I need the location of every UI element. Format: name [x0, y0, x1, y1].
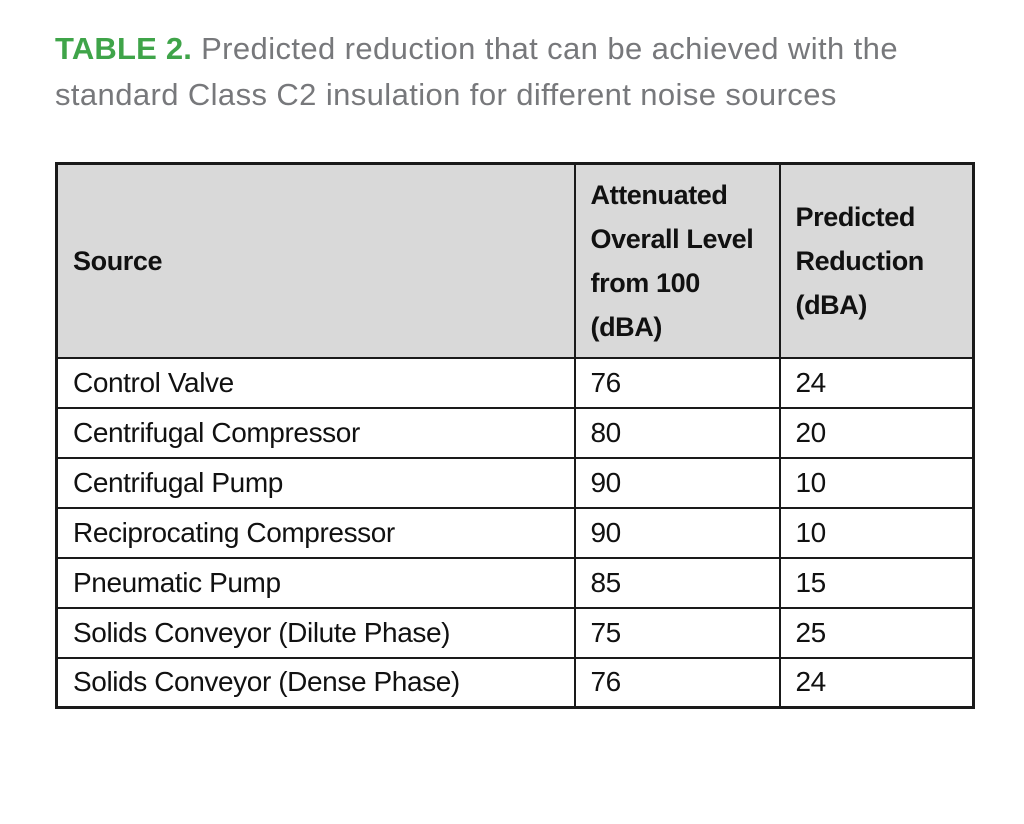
cell-predicted-reduction: 25 [778, 606, 975, 659]
cell-predicted-reduction: 10 [778, 456, 975, 509]
cell-attenuated-level: 85 [573, 556, 781, 609]
table-body: Control Valve 76 24 Centrifugal Compress… [55, 356, 975, 709]
cell-source: Centrifugal Compressor [55, 406, 576, 459]
column-header-attenuated-level: Attenuated Overall Level from 100 (dBA) [573, 162, 781, 359]
cell-attenuated-level: 90 [573, 456, 781, 509]
cell-source: Solids Conveyor (Dilute Phase) [55, 606, 576, 659]
table-caption-text: Predicted reduction that can be achieved… [55, 31, 898, 112]
table-row: Reciprocating Compressor 90 10 [55, 506, 975, 559]
cell-source: Solids Conveyor (Dense Phase) [55, 656, 576, 709]
table-caption-label: TABLE 2. [55, 31, 193, 66]
table-row: Pneumatic Pump 85 15 [55, 556, 975, 609]
table-header-row: Source Attenuated Overall Level from 100… [55, 162, 975, 359]
column-header-source: Source [55, 162, 576, 359]
cell-source: Control Valve [55, 356, 576, 409]
cell-attenuated-level: 76 [573, 656, 781, 709]
cell-attenuated-level: 76 [573, 356, 781, 409]
table-row: Solids Conveyor (Dilute Phase) 75 25 [55, 606, 975, 659]
cell-attenuated-level: 90 [573, 506, 781, 559]
table-row: Control Valve 76 24 [55, 356, 975, 409]
cell-attenuated-level: 75 [573, 606, 781, 659]
cell-source: Centrifugal Pump [55, 456, 576, 509]
cell-predicted-reduction: 15 [778, 556, 975, 609]
cell-attenuated-level: 80 [573, 406, 781, 459]
cell-source: Reciprocating Compressor [55, 506, 576, 559]
table-row: Solids Conveyor (Dense Phase) 76 24 [55, 656, 975, 709]
cell-predicted-reduction: 24 [778, 356, 975, 409]
cell-source: Pneumatic Pump [55, 556, 576, 609]
cell-predicted-reduction: 24 [778, 656, 975, 709]
cell-predicted-reduction: 20 [778, 406, 975, 459]
column-header-predicted-reduction: Predicted Reduction (dBA) [778, 162, 975, 359]
noise-reduction-table: Source Attenuated Overall Level from 100… [55, 162, 975, 709]
table-row: Centrifugal Pump 90 10 [55, 456, 975, 509]
table-caption: TABLE 2. Predicted reduction that can be… [55, 26, 960, 118]
cell-predicted-reduction: 10 [778, 506, 975, 559]
table-row: Centrifugal Compressor 80 20 [55, 406, 975, 459]
